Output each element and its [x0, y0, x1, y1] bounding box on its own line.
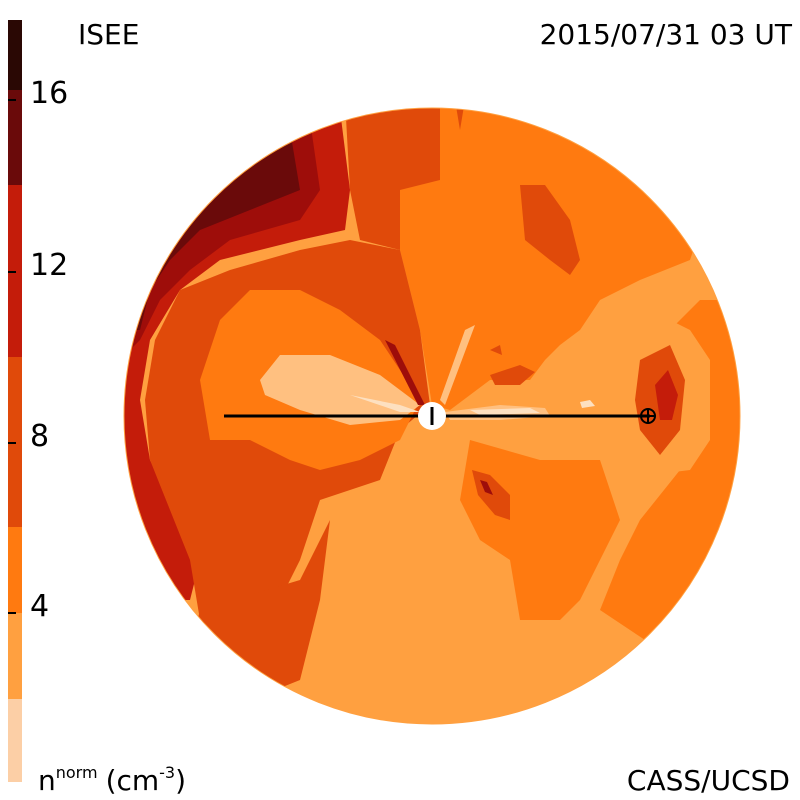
colorbar: 16 12 8 4 — [8, 20, 68, 782]
unit-superscript: norm — [56, 763, 98, 782]
colorbar-tick-label: 16 — [30, 76, 68, 111]
earth-icon — [640, 408, 656, 424]
contour-region — [500, 620, 620, 720]
credit-label: CASS/UCSD — [627, 764, 790, 797]
sun-icon — [418, 402, 446, 430]
disc-outline — [123, 107, 741, 725]
contour-region — [385, 340, 425, 405]
unit-base: n — [38, 764, 56, 797]
colorbar-band — [8, 20, 22, 90]
contour-region — [345, 108, 440, 250]
unit-tail: (cm — [106, 764, 160, 797]
contour-region — [350, 395, 420, 412]
colorbar-tick-label: 4 — [30, 589, 49, 624]
colorbar-tick-label: 12 — [30, 248, 68, 283]
colorbar-band — [8, 527, 22, 613]
colorbar-tick-label: 8 — [30, 419, 49, 454]
timestamp-label: 2015/07/31 03 UT — [540, 18, 793, 51]
contour-region — [520, 185, 580, 275]
contour-region — [260, 355, 420, 425]
contour-region — [580, 400, 595, 408]
contour-region — [490, 345, 502, 355]
unit-label: nnorm (cm-3) — [38, 763, 186, 797]
contour-region — [470, 408, 540, 415]
contour-region — [440, 325, 475, 405]
contour-region — [655, 370, 678, 420]
colorbar-band — [8, 699, 22, 782]
unit-close: ) — [175, 764, 186, 797]
contour-region — [455, 108, 465, 130]
colorbar-band — [8, 90, 22, 185]
unit-exponent: -3 — [159, 763, 175, 782]
contour-region — [480, 480, 493, 495]
contour-region — [490, 365, 535, 385]
source-label: ISEE — [78, 18, 139, 51]
